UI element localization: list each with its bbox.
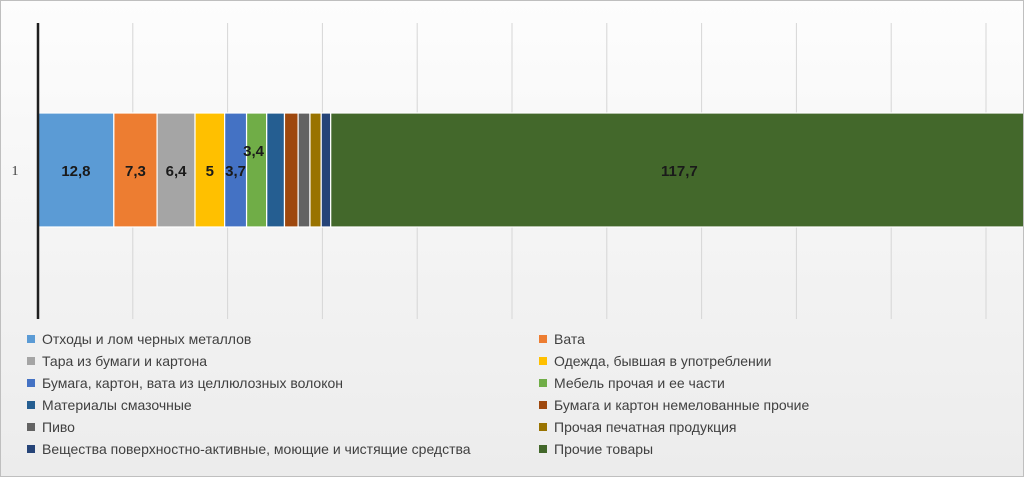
legend-swatch — [27, 445, 35, 453]
legend-item-12: Прочие товары — [539, 441, 653, 457]
legend-item-5: Бумага, картон, вата из целлюлозных воло… — [27, 375, 343, 391]
stacked-bar — [37, 112, 1023, 228]
legend-item-9: Пиво — [27, 419, 75, 435]
legend: Отходы и лом черных металлов Вата Тара из … — [27, 331, 1007, 465]
bar-segment-7 — [266, 112, 286, 228]
legend-item-2: Вата — [539, 331, 585, 347]
legend-item-6: Мебель прочая и ее части — [539, 375, 725, 391]
data-label-12: 117,7 — [661, 163, 698, 180]
category-label: 1 — [12, 164, 19, 179]
bar-segment-2 — [113, 112, 158, 228]
legend-swatch — [539, 445, 547, 453]
data-label-3: 6,4 — [166, 163, 188, 180]
legend-label: Бумага, картон, вата из целлюлозных воло… — [42, 375, 344, 391]
bar-segment-4 — [194, 112, 226, 228]
legend-item-3: Тара из бумаги и картона — [27, 353, 207, 369]
legend-swatch — [539, 335, 547, 343]
legend-label: Одежда, бывшая в употреблении — [554, 353, 772, 369]
legend-item-7: Материалы смазочные — [27, 397, 192, 413]
legend-label: Вата — [554, 331, 585, 347]
data-labels: 12,8 7,3 6,4 5 3,7 3,4 117,7 — [61, 143, 697, 180]
legend-swatch — [539, 423, 547, 431]
legend-swatch — [27, 379, 35, 387]
legend-label: Прочие товары — [554, 441, 654, 457]
data-label-1: 12,8 — [61, 163, 90, 180]
legend-label: Отходы и лом черных металлов — [42, 331, 252, 347]
legend-item-10: Прочая печатная продукция — [539, 419, 737, 435]
legend-item-1: Отходы и лом черных металлов — [27, 331, 251, 347]
legend-label: Тара из бумаги и картона — [42, 353, 208, 369]
legend-swatch — [27, 335, 35, 343]
legend-swatch — [27, 357, 35, 365]
data-label-2: 7,3 — [125, 163, 146, 180]
data-label-4: 5 — [206, 163, 214, 180]
bar-segment-12 — [330, 112, 1023, 228]
legend-label: Мебель прочая и ее части — [554, 375, 725, 391]
legend-label: Пиво — [42, 419, 75, 435]
bar-segment-10 — [309, 112, 322, 228]
legend-label: Материалы смазочные — [42, 397, 192, 413]
legend-item-4: Одежда, бывшая в употреблении — [539, 353, 771, 369]
data-label-5: 3,7 — [225, 163, 246, 180]
legend-swatch — [539, 357, 547, 365]
data-label-6: 3,4 — [243, 143, 265, 160]
bar-segment-6 — [245, 112, 268, 228]
legend-swatch — [27, 423, 35, 431]
legend-swatch — [539, 401, 547, 409]
bar-segment-11 — [320, 112, 332, 228]
bar-segment-9 — [297, 112, 311, 228]
legend-item-8: Бумага и картон немелованные прочие — [539, 397, 809, 413]
legend-label: Вещества поверхностно-активные, моющие и… — [42, 441, 471, 457]
legend-item-11: Вещества поверхностно-активные, моющие и… — [27, 441, 471, 457]
bar-segment-1 — [37, 112, 115, 228]
chart-plot-area: 12,8 7,3 6,4 5 3,7 3,4 117,7 1 — [12, 23, 1023, 319]
legend-label: Бумага и картон немелованные прочие — [554, 397, 810, 413]
legend-swatch — [539, 379, 547, 387]
bar-segment-8 — [283, 112, 299, 228]
legend-swatch — [27, 401, 35, 409]
legend-label: Прочая печатная продукция — [554, 419, 737, 435]
